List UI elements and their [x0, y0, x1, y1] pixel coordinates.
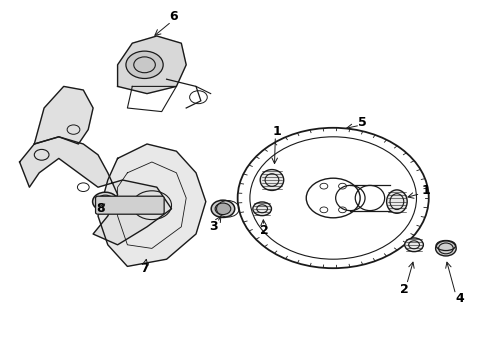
Ellipse shape: [387, 190, 407, 213]
Text: 2: 2: [400, 283, 409, 296]
Text: 8: 8: [96, 202, 105, 215]
Ellipse shape: [405, 238, 423, 252]
Text: 7: 7: [140, 262, 149, 275]
Text: 4: 4: [455, 292, 464, 305]
Ellipse shape: [253, 202, 271, 216]
Text: 3: 3: [209, 220, 218, 233]
Text: 1: 1: [422, 184, 431, 197]
FancyBboxPatch shape: [96, 196, 164, 214]
Ellipse shape: [93, 192, 118, 211]
Text: 5: 5: [358, 116, 367, 129]
Circle shape: [126, 51, 163, 78]
Polygon shape: [20, 137, 172, 245]
Polygon shape: [34, 86, 93, 144]
Ellipse shape: [260, 170, 284, 190]
Text: 2: 2: [260, 224, 269, 237]
Ellipse shape: [211, 200, 235, 217]
Text: 6: 6: [170, 10, 178, 23]
Text: 1: 1: [272, 125, 281, 138]
Ellipse shape: [215, 203, 231, 215]
Polygon shape: [118, 36, 186, 94]
Polygon shape: [98, 144, 206, 266]
Ellipse shape: [436, 241, 456, 256]
